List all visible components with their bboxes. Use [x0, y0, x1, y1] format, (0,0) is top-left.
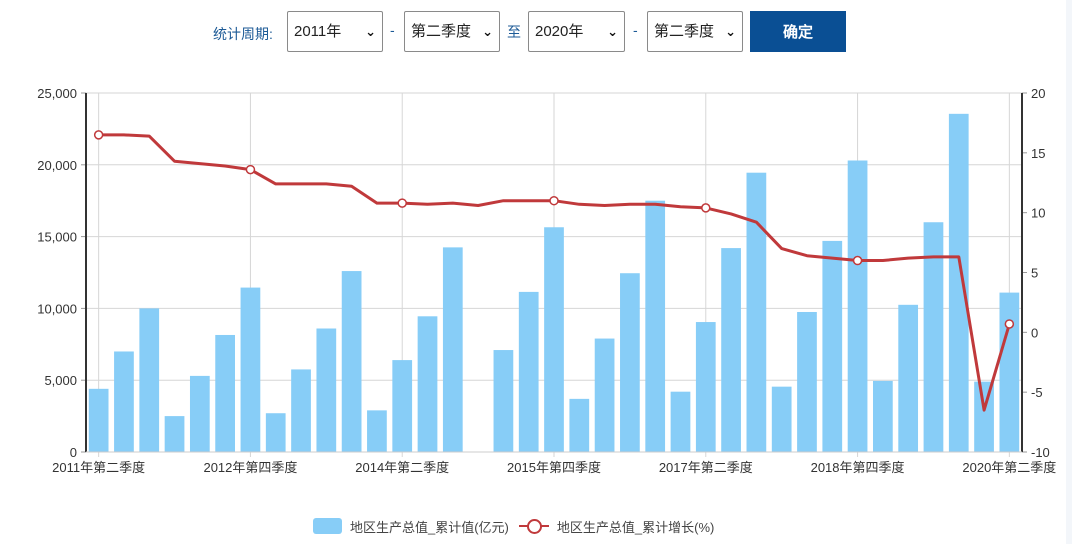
x-tick-label: 2012年第四季度	[203, 460, 297, 475]
bar	[999, 292, 1020, 452]
bar	[493, 350, 514, 452]
x-tick-label: 2014年第二季度	[355, 460, 449, 475]
bar	[974, 381, 994, 452]
bar	[240, 287, 261, 452]
y-left-tick-label: 10,000	[37, 301, 77, 316]
bar	[164, 416, 185, 452]
start-quarter-select[interactable]: 第二季度 ⌄	[404, 11, 500, 52]
chevron-down-icon: ⌄	[365, 24, 376, 39]
chevron-down-icon: ⌄	[725, 24, 736, 39]
bar	[898, 304, 919, 452]
chart-legend: 地区生产总值_累计值(亿元) 地区生产总值_累计增长(%)	[313, 515, 714, 537]
y-left-tick-label: 15,000	[37, 230, 77, 245]
bar	[695, 322, 716, 452]
line-series	[93, 130, 1015, 412]
line-marker	[93, 130, 104, 140]
line-marker	[1004, 319, 1015, 329]
legend-bar-swatch[interactable]	[313, 518, 342, 534]
period-label: 统计周期:	[213, 26, 273, 42]
bar	[518, 291, 539, 452]
chevron-down-icon: ⌄	[482, 24, 493, 39]
bar	[189, 375, 210, 452]
bar	[316, 328, 337, 452]
start-year-value: 2011年	[294, 23, 342, 40]
end-quarter-select[interactable]: 第二季度 ⌄	[647, 11, 743, 52]
bar	[923, 222, 944, 452]
bar	[392, 360, 413, 452]
bar	[442, 247, 463, 452]
bar	[139, 308, 160, 452]
bar	[367, 410, 387, 452]
line-marker	[549, 195, 559, 206]
start-year-select[interactable]: 2011年 ⌄	[287, 11, 383, 52]
to-label: 至	[507, 24, 521, 40]
bar	[620, 273, 640, 452]
bar	[417, 316, 438, 452]
end-quarter-value: 第二季度	[654, 23, 715, 40]
start-quarter-value: 第二季度	[411, 23, 472, 40]
bar	[215, 334, 236, 452]
bar	[544, 227, 564, 452]
bar	[291, 369, 311, 452]
confirm-button[interactable]: 确定	[750, 11, 846, 52]
x-tick-label: 2018年第四季度	[811, 460, 905, 475]
end-year-value: 2020年	[535, 23, 584, 40]
legend-line-label[interactable]: 地区生产总值_累计增长(%)	[556, 519, 715, 535]
chevron-down-icon: ⌄	[607, 24, 618, 39]
bar-series	[88, 113, 1020, 453]
bar	[872, 380, 893, 452]
y-left-tick-label: 20,000	[37, 158, 77, 173]
filter-bar: 统计周期: 2011年 ⌄ - 第二季度 ⌄ 至 2020年 ⌄ - 第二季度 …	[0, 0, 1072, 60]
bar	[341, 271, 362, 452]
page-edge	[1066, 0, 1072, 544]
bar	[721, 248, 741, 452]
bar	[88, 388, 109, 452]
line-marker	[397, 198, 407, 208]
line-marker	[852, 255, 863, 266]
dash-separator: -	[390, 22, 395, 38]
bar	[594, 338, 615, 452]
bar	[948, 113, 969, 453]
y-right-tick-label: 15	[1031, 146, 1045, 161]
bar	[771, 386, 792, 452]
y-right-tick-label: 0	[1031, 325, 1038, 340]
dash-separator: -	[633, 22, 638, 38]
axes	[81, 92, 1027, 453]
end-year-select[interactable]: 2020年 ⌄	[528, 11, 625, 52]
y-right-tick-label: -10	[1031, 445, 1050, 460]
bar	[265, 413, 286, 452]
line-marker	[245, 164, 256, 175]
y-right-tick-label: 20	[1031, 86, 1045, 101]
x-tick-label: 2020年第二季度	[962, 460, 1056, 475]
combo-chart: 0 5,000 10,000 15,000 20,000 25,000 -10 -5 0 5 10 1…	[37, 86, 1056, 475]
x-tick-label: 2017年第二季度	[659, 460, 753, 475]
x-tick-label: 2011年第二季度	[52, 460, 145, 475]
bar	[114, 351, 134, 452]
y-right-tick-label: 10	[1031, 206, 1045, 221]
y-left-tick-label: 0	[70, 445, 77, 460]
legend-line-marker-icon[interactable]	[518, 518, 549, 534]
bar	[746, 172, 767, 452]
axis-labels: 0 5,000 10,000 15,000 20,000 25,000 -10 -5 0 5 10 1…	[37, 86, 1056, 475]
y-right-tick-label: 5	[1031, 266, 1038, 281]
legend-bar-label[interactable]: 地区生产总值_累计值(亿元)	[350, 519, 509, 535]
bar	[847, 160, 868, 452]
y-left-tick-label: 25,000	[37, 86, 77, 101]
bar	[670, 391, 691, 452]
y-right-tick-label: -5	[1031, 385, 1043, 400]
line-marker	[701, 203, 711, 213]
bar	[569, 398, 590, 452]
bar	[645, 200, 666, 452]
bar	[822, 240, 843, 452]
y-left-tick-label: 5,000	[44, 373, 77, 388]
x-tick-label: 2015年第四季度	[507, 460, 601, 475]
bar	[797, 311, 817, 452]
